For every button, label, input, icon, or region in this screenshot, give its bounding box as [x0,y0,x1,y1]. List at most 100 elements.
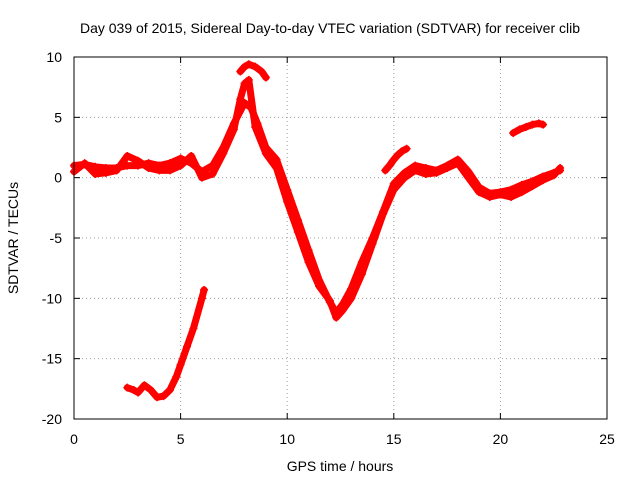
data-point [539,176,548,185]
data-point [165,166,174,175]
y-tick-label: -10 [42,290,62,306]
data-point [509,129,518,138]
data-point [244,75,253,84]
data-point [485,192,494,201]
data-point [80,159,89,168]
data-point [411,166,420,175]
data-point [432,168,441,177]
data-point [165,386,174,395]
data-point [261,73,270,82]
data-point [229,125,238,134]
data-point [251,62,260,71]
data-point [129,386,138,395]
data-point [464,173,473,182]
data-point [443,164,452,173]
data-point [261,149,270,158]
y-tick-label: -15 [42,351,62,367]
data-point [398,147,407,156]
data-point [400,173,409,182]
data-point [338,306,347,315]
data-point [123,151,132,160]
y-axis-label: SDTVAR / TECUs [5,182,21,294]
data-point [257,67,266,76]
data-point [236,95,245,104]
data-point [402,144,411,153]
data-point [534,119,543,128]
x-tick-label: 15 [386,431,402,447]
data-point [91,170,100,179]
data-point [101,168,110,177]
data-point [539,120,548,129]
data-point [421,170,430,179]
x-tick-label: 0 [70,431,78,447]
y-tick-label: 5 [54,109,62,125]
x-tick-label: 5 [177,431,185,447]
data-point [140,381,149,390]
data-point [155,166,164,175]
data-point [197,294,206,303]
data-point [517,188,526,197]
data-point [315,282,324,291]
data-point [251,122,260,131]
data-point [556,164,565,173]
data-point [347,294,356,303]
data-point [379,209,388,218]
data-point [507,192,516,201]
data-point [123,383,132,392]
data-point [389,185,398,194]
ticks [73,56,608,420]
data-point [189,324,198,333]
data-point [528,182,537,191]
data-point [153,393,162,402]
series-line-lower-segment-3h [123,286,208,401]
data-point [219,149,228,158]
data-point [368,240,377,249]
data-point [293,227,302,236]
data-point [325,296,334,305]
y-tick-label: 10 [46,49,62,65]
data-point [146,386,155,395]
data-point [240,79,249,88]
x-axis-label: GPS time / hours [287,458,394,474]
data-point [517,180,526,189]
data-point [197,173,206,182]
data-point [475,188,484,197]
data-point [357,270,366,279]
x-tick-label: 25 [599,431,615,447]
data-point [165,159,174,168]
data-point [394,150,403,159]
data-point [159,392,168,401]
data-point [304,258,313,267]
data-point [187,151,196,160]
data-point [200,285,209,294]
data-point [172,372,181,381]
tick-labels: 0 5 10 15 20 25 -20 -15 -10 -5 0 5 10 [42,49,615,447]
data-point [453,159,462,168]
chart-title: Day 039 of 2015, Sidereal Day-to-day VTE… [80,20,580,36]
x-tick-label: 10 [279,431,295,447]
data-point [236,67,245,76]
data-point [521,122,530,131]
data-point [272,164,281,173]
data-point [240,62,249,71]
data-point [176,360,185,369]
data-point [176,161,185,170]
data-point [133,388,142,397]
x-tick-label: 20 [493,431,509,447]
data-point [332,313,341,322]
data-point [389,155,398,164]
data-point [133,156,142,165]
data-point [515,125,524,134]
data-point [208,170,217,179]
y-tick-label: -20 [42,411,62,427]
data-point [507,185,516,194]
data-point [123,161,132,170]
data-point [385,161,394,170]
series-group [70,60,565,402]
data-point [244,60,253,69]
data-point [144,164,153,173]
y-tick-label: -5 [50,230,63,246]
grid [74,57,607,419]
data-point [528,120,537,129]
